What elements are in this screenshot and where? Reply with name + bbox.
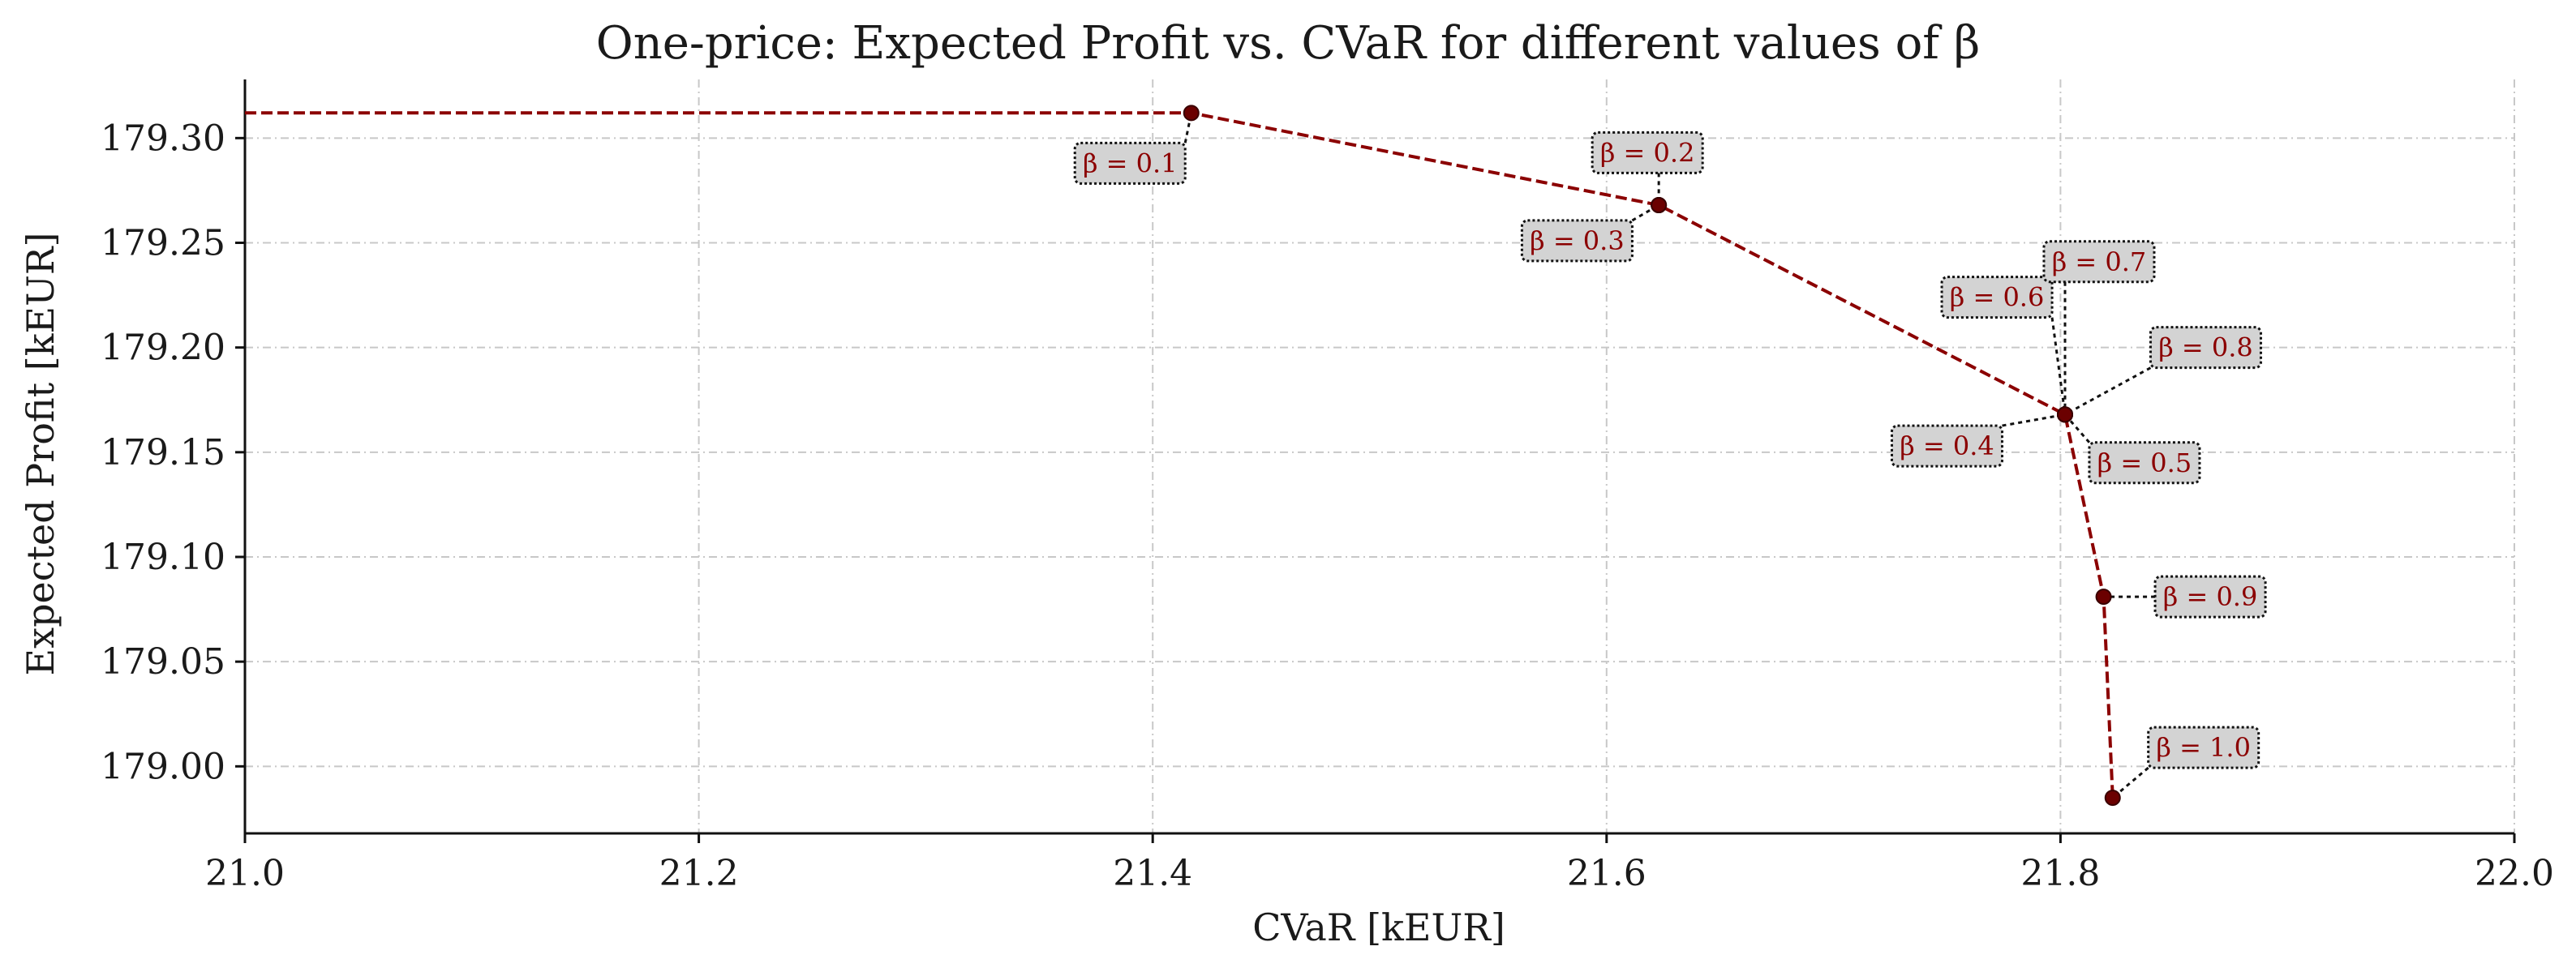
- annotation-box: [1520, 219, 1634, 263]
- annotations: β = 0.1 β = 0.2 β = 0.3 β = 0.4 β = 0.5 β = 0…: [1073, 131, 2267, 769]
- x-tick-label: 22.0: [2475, 853, 2554, 894]
- annotation-label: β = 1.0: [2156, 732, 2251, 763]
- annotation-box: [2147, 726, 2260, 769]
- data-point: [1651, 197, 1668, 213]
- annotation-label: β = 0.9: [2163, 581, 2258, 612]
- axes: 21.0 21.2 21.4 21.6 21.8 22.0 179.00 179.05 179.…: [101, 79, 2554, 894]
- x-tick-label: 21.6: [1567, 853, 1646, 894]
- y-tick-label: 179.20: [101, 328, 225, 369]
- annotation-leader: [2064, 366, 2152, 416]
- data-markers: [1183, 105, 2121, 807]
- x-tick-label: 21.0: [205, 853, 285, 894]
- annotation-box: [2149, 326, 2262, 370]
- chart-title: One-price: Expected Profit vs. CVaR for …: [596, 17, 1980, 70]
- data-point: [2104, 790, 2121, 807]
- annotation-leaders: [1183, 113, 2156, 799]
- y-tick-label: 179.00: [101, 746, 225, 787]
- y-tick-label: 179.05: [101, 641, 225, 683]
- series-line: [245, 111, 2114, 799]
- data-point: [2056, 406, 2073, 423]
- y-tick-label: 179.15: [101, 432, 225, 473]
- data-point: [1183, 105, 1200, 122]
- annotation-label: β = 0.8: [2158, 332, 2253, 363]
- annotation-box: [1940, 276, 2054, 319]
- annotation-box: [1891, 424, 2003, 468]
- y-axis-label: Expected Profit [kEUR]: [19, 233, 62, 676]
- annotation-leader: [2002, 413, 2066, 427]
- data-point: [2095, 589, 2112, 606]
- x-tick-label: 21.8: [2020, 853, 2100, 894]
- x-tick-label: 21.2: [659, 853, 739, 894]
- annotation-box: [1073, 141, 1187, 185]
- x-tick-label: 21.4: [1113, 853, 1192, 894]
- annotation-label: β = 0.5: [2097, 447, 2192, 478]
- x-axis-label: CVaR [kEUR]: [1252, 906, 1505, 949]
- annotation-label: β = 0.3: [1530, 225, 1625, 256]
- y-tick-label: 179.30: [101, 118, 225, 159]
- annotation-label: β = 0.1: [1083, 148, 1178, 178]
- annotation-label: β = 0.7: [2052, 246, 2147, 277]
- annotation-box: [2088, 441, 2201, 485]
- annotation-label: β = 0.2: [1600, 137, 1695, 168]
- annotation-label: β = 0.6: [1950, 282, 2045, 313]
- annotation-box: [2153, 575, 2267, 619]
- y-tick-label: 179.25: [101, 223, 225, 264]
- y-tick-label: 179.10: [101, 537, 225, 578]
- annotation-leader: [2063, 413, 2091, 443]
- grid-lines: [244, 79, 2515, 833]
- annotation-box: [2042, 240, 2156, 284]
- annotation-box: [1591, 131, 1704, 174]
- annotation-label: β = 0.4: [1900, 430, 1994, 461]
- series-line-layer: [245, 111, 2114, 799]
- annotation-leader: [2050, 317, 2067, 415]
